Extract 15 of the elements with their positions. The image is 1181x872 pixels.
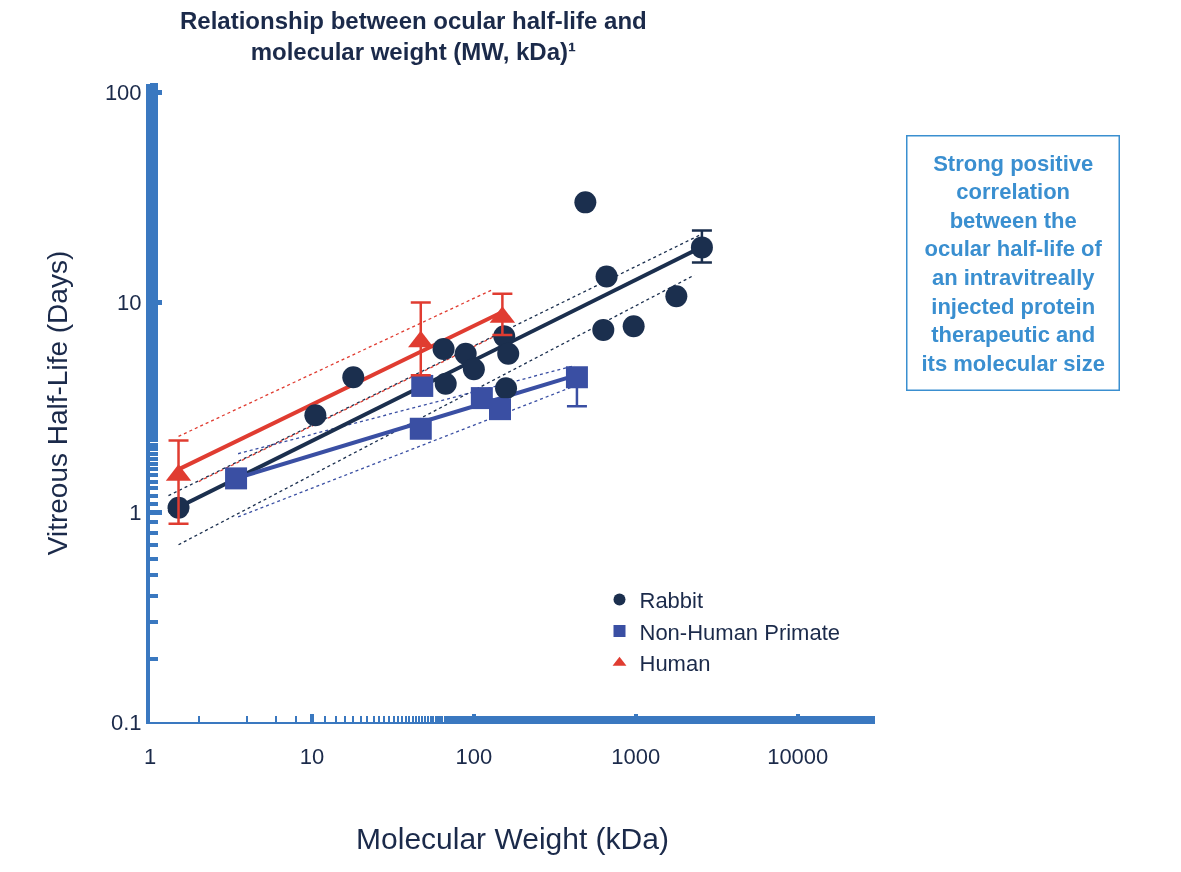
legend-label: Rabbit [639, 588, 704, 614]
x-tick-label: 1000 [611, 744, 661, 770]
x-axis-title: Molecular Weight (kDa) [356, 822, 669, 856]
x-tick-label: 100 [455, 744, 493, 770]
y-tick-label: 100 [104, 80, 142, 106]
y-tick-label: 10 [117, 290, 142, 316]
y-axis-title: Vitreous Half-Life (Days) [42, 250, 74, 556]
text: Strong positive correlation between the ocular half-life of an intravitreally injected protein therapeutic and its molecular size [921, 150, 1105, 376]
y-tick-label: 1 [129, 499, 142, 525]
x-tick-label: 10 [299, 744, 325, 770]
x-tick-label: 10000 [767, 744, 829, 770]
chart-title: Relationship between ocular half-life and molecular weight (MW, kDa)¹ [179, 6, 647, 65]
y-tick-label: 0.1 [111, 709, 142, 735]
legend-label: Non-Human Primate [639, 619, 841, 645]
legend-label: Human [639, 651, 711, 677]
